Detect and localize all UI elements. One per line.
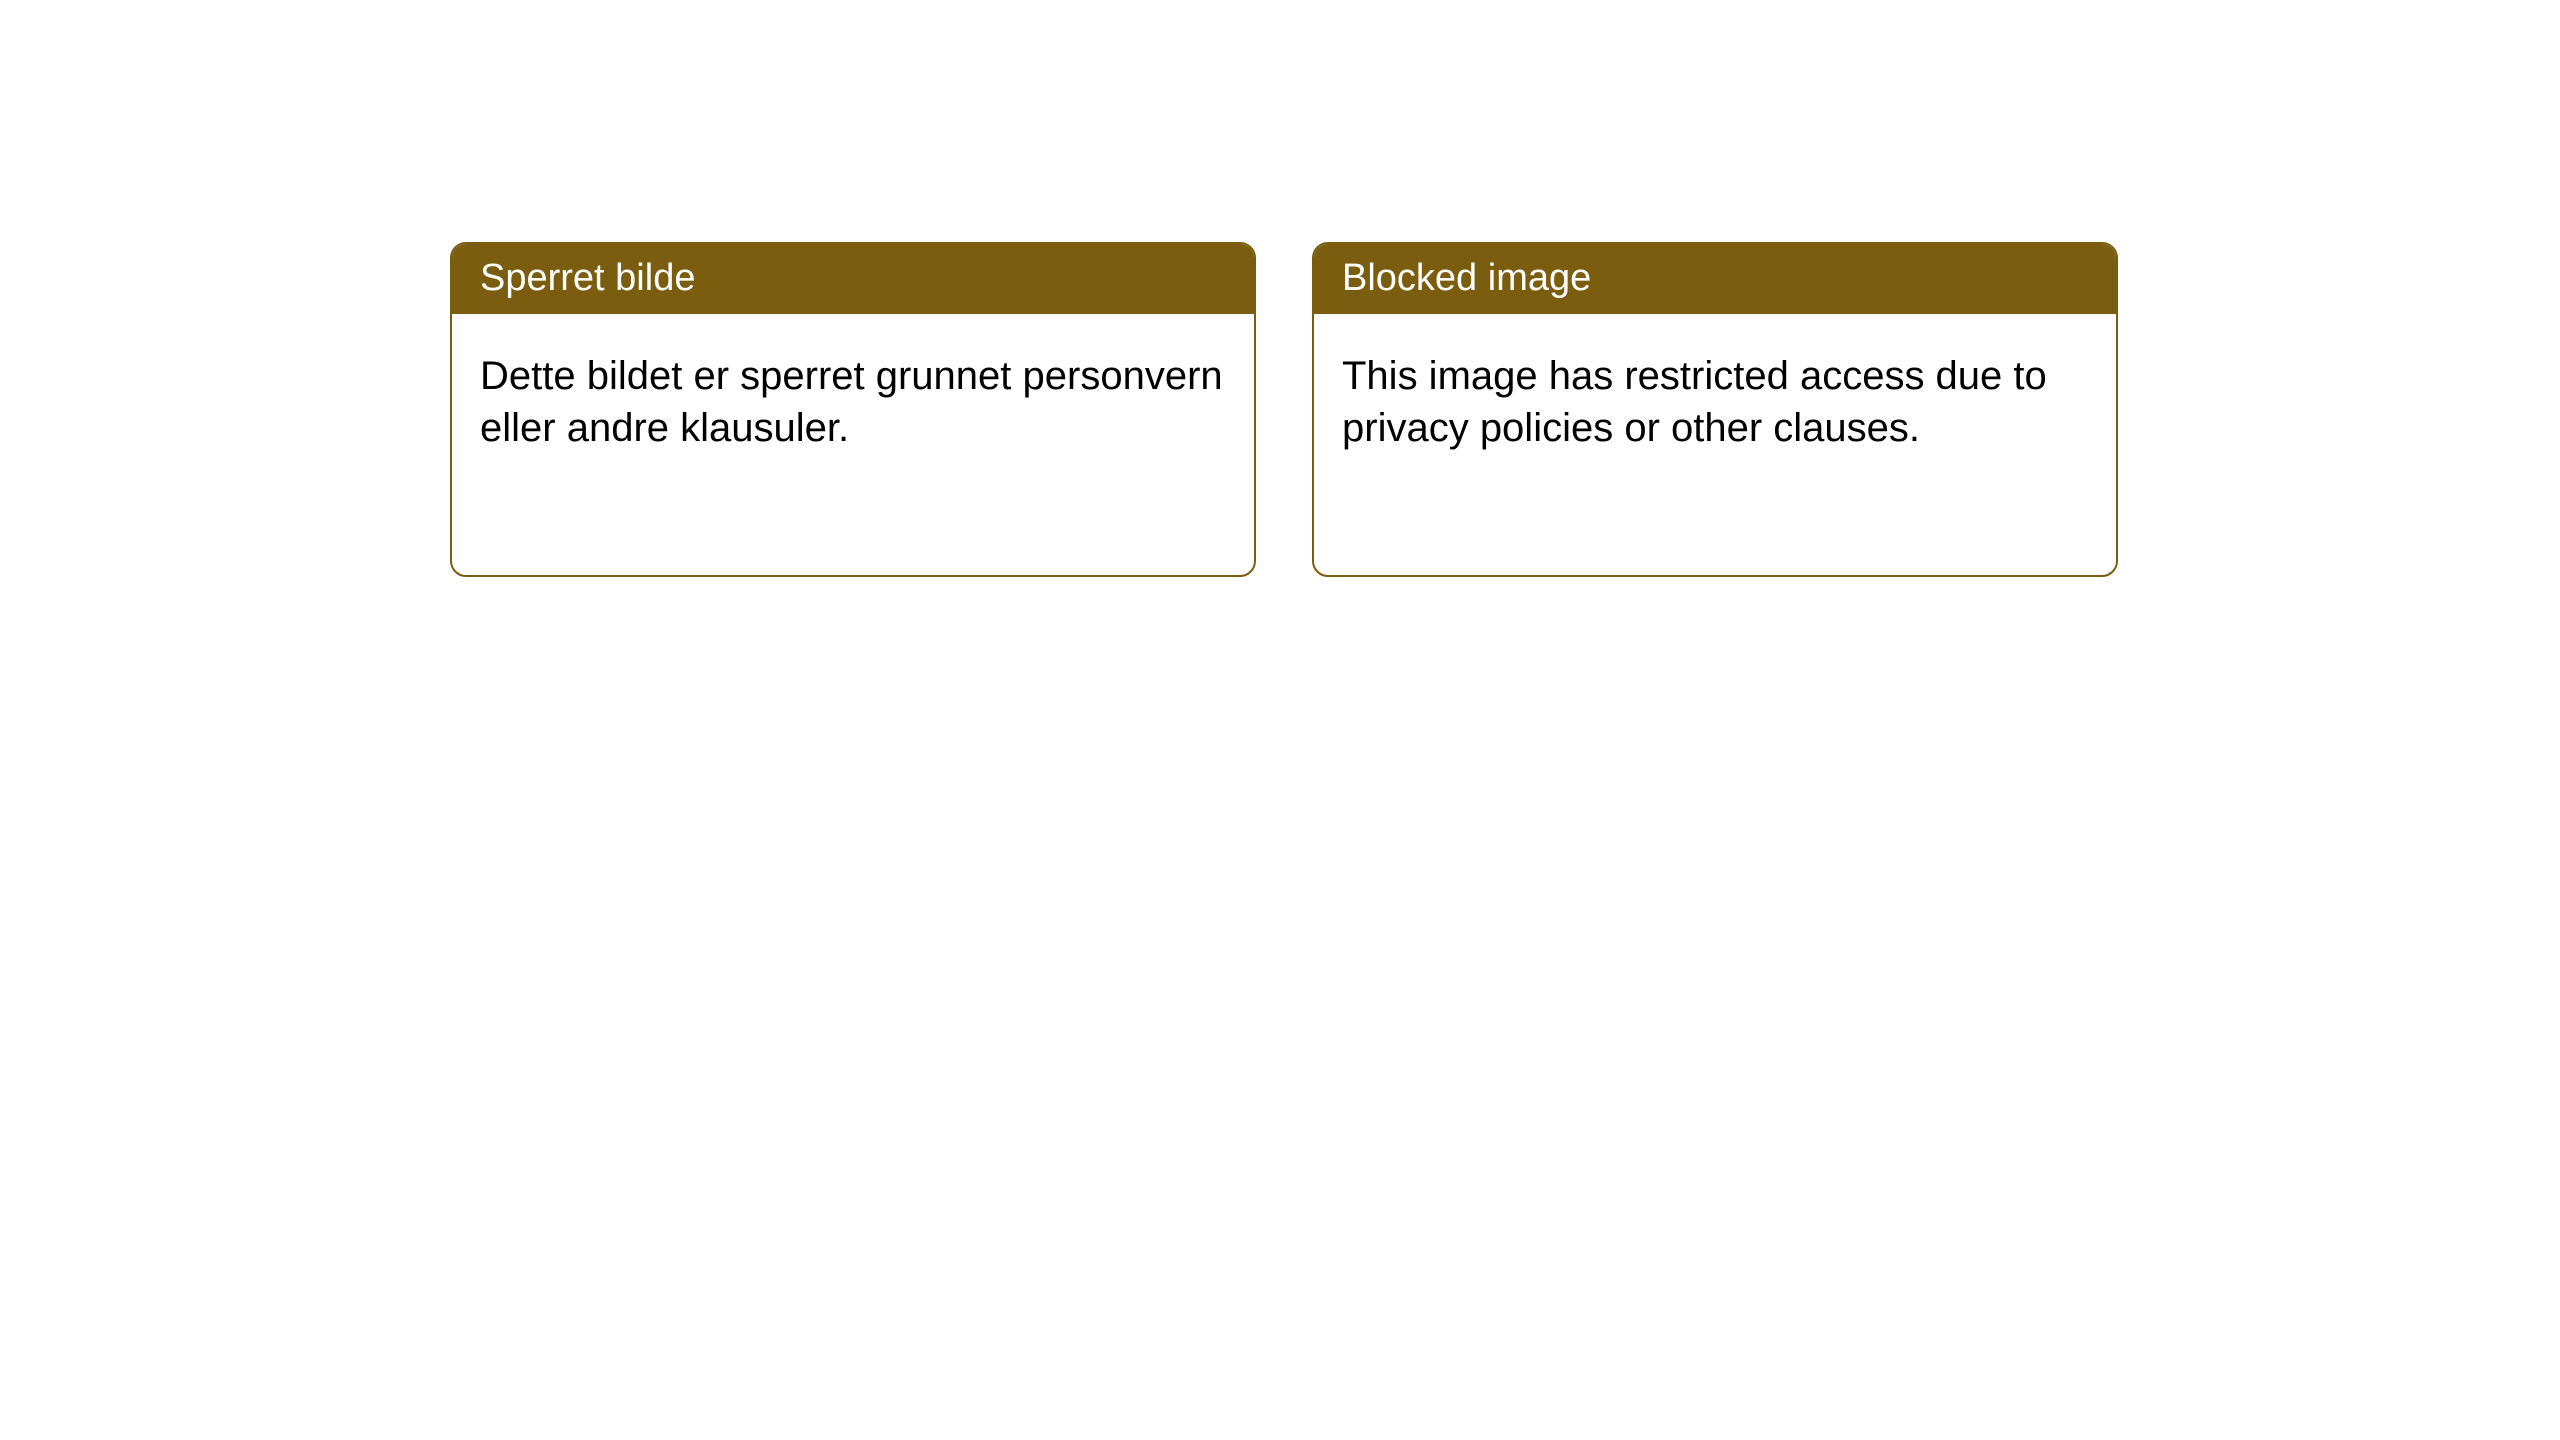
alert-body: Dette bildet er sperret grunnet personve… [452, 314, 1254, 490]
alert-header: Sperret bilde [452, 244, 1254, 314]
alert-card-english: Blocked image This image has restricted … [1312, 242, 2118, 577]
alert-message: Dette bildet er sperret grunnet personve… [480, 354, 1223, 450]
alert-message: This image has restricted access due to … [1342, 354, 2047, 450]
alert-header: Blocked image [1314, 244, 2116, 314]
alert-title: Sperret bilde [480, 257, 695, 299]
alert-container: Sperret bilde Dette bildet er sperret gr… [450, 242, 2118, 577]
alert-card-norwegian: Sperret bilde Dette bildet er sperret gr… [450, 242, 1256, 577]
alert-body: This image has restricted access due to … [1314, 314, 2116, 490]
alert-title: Blocked image [1342, 257, 1591, 299]
